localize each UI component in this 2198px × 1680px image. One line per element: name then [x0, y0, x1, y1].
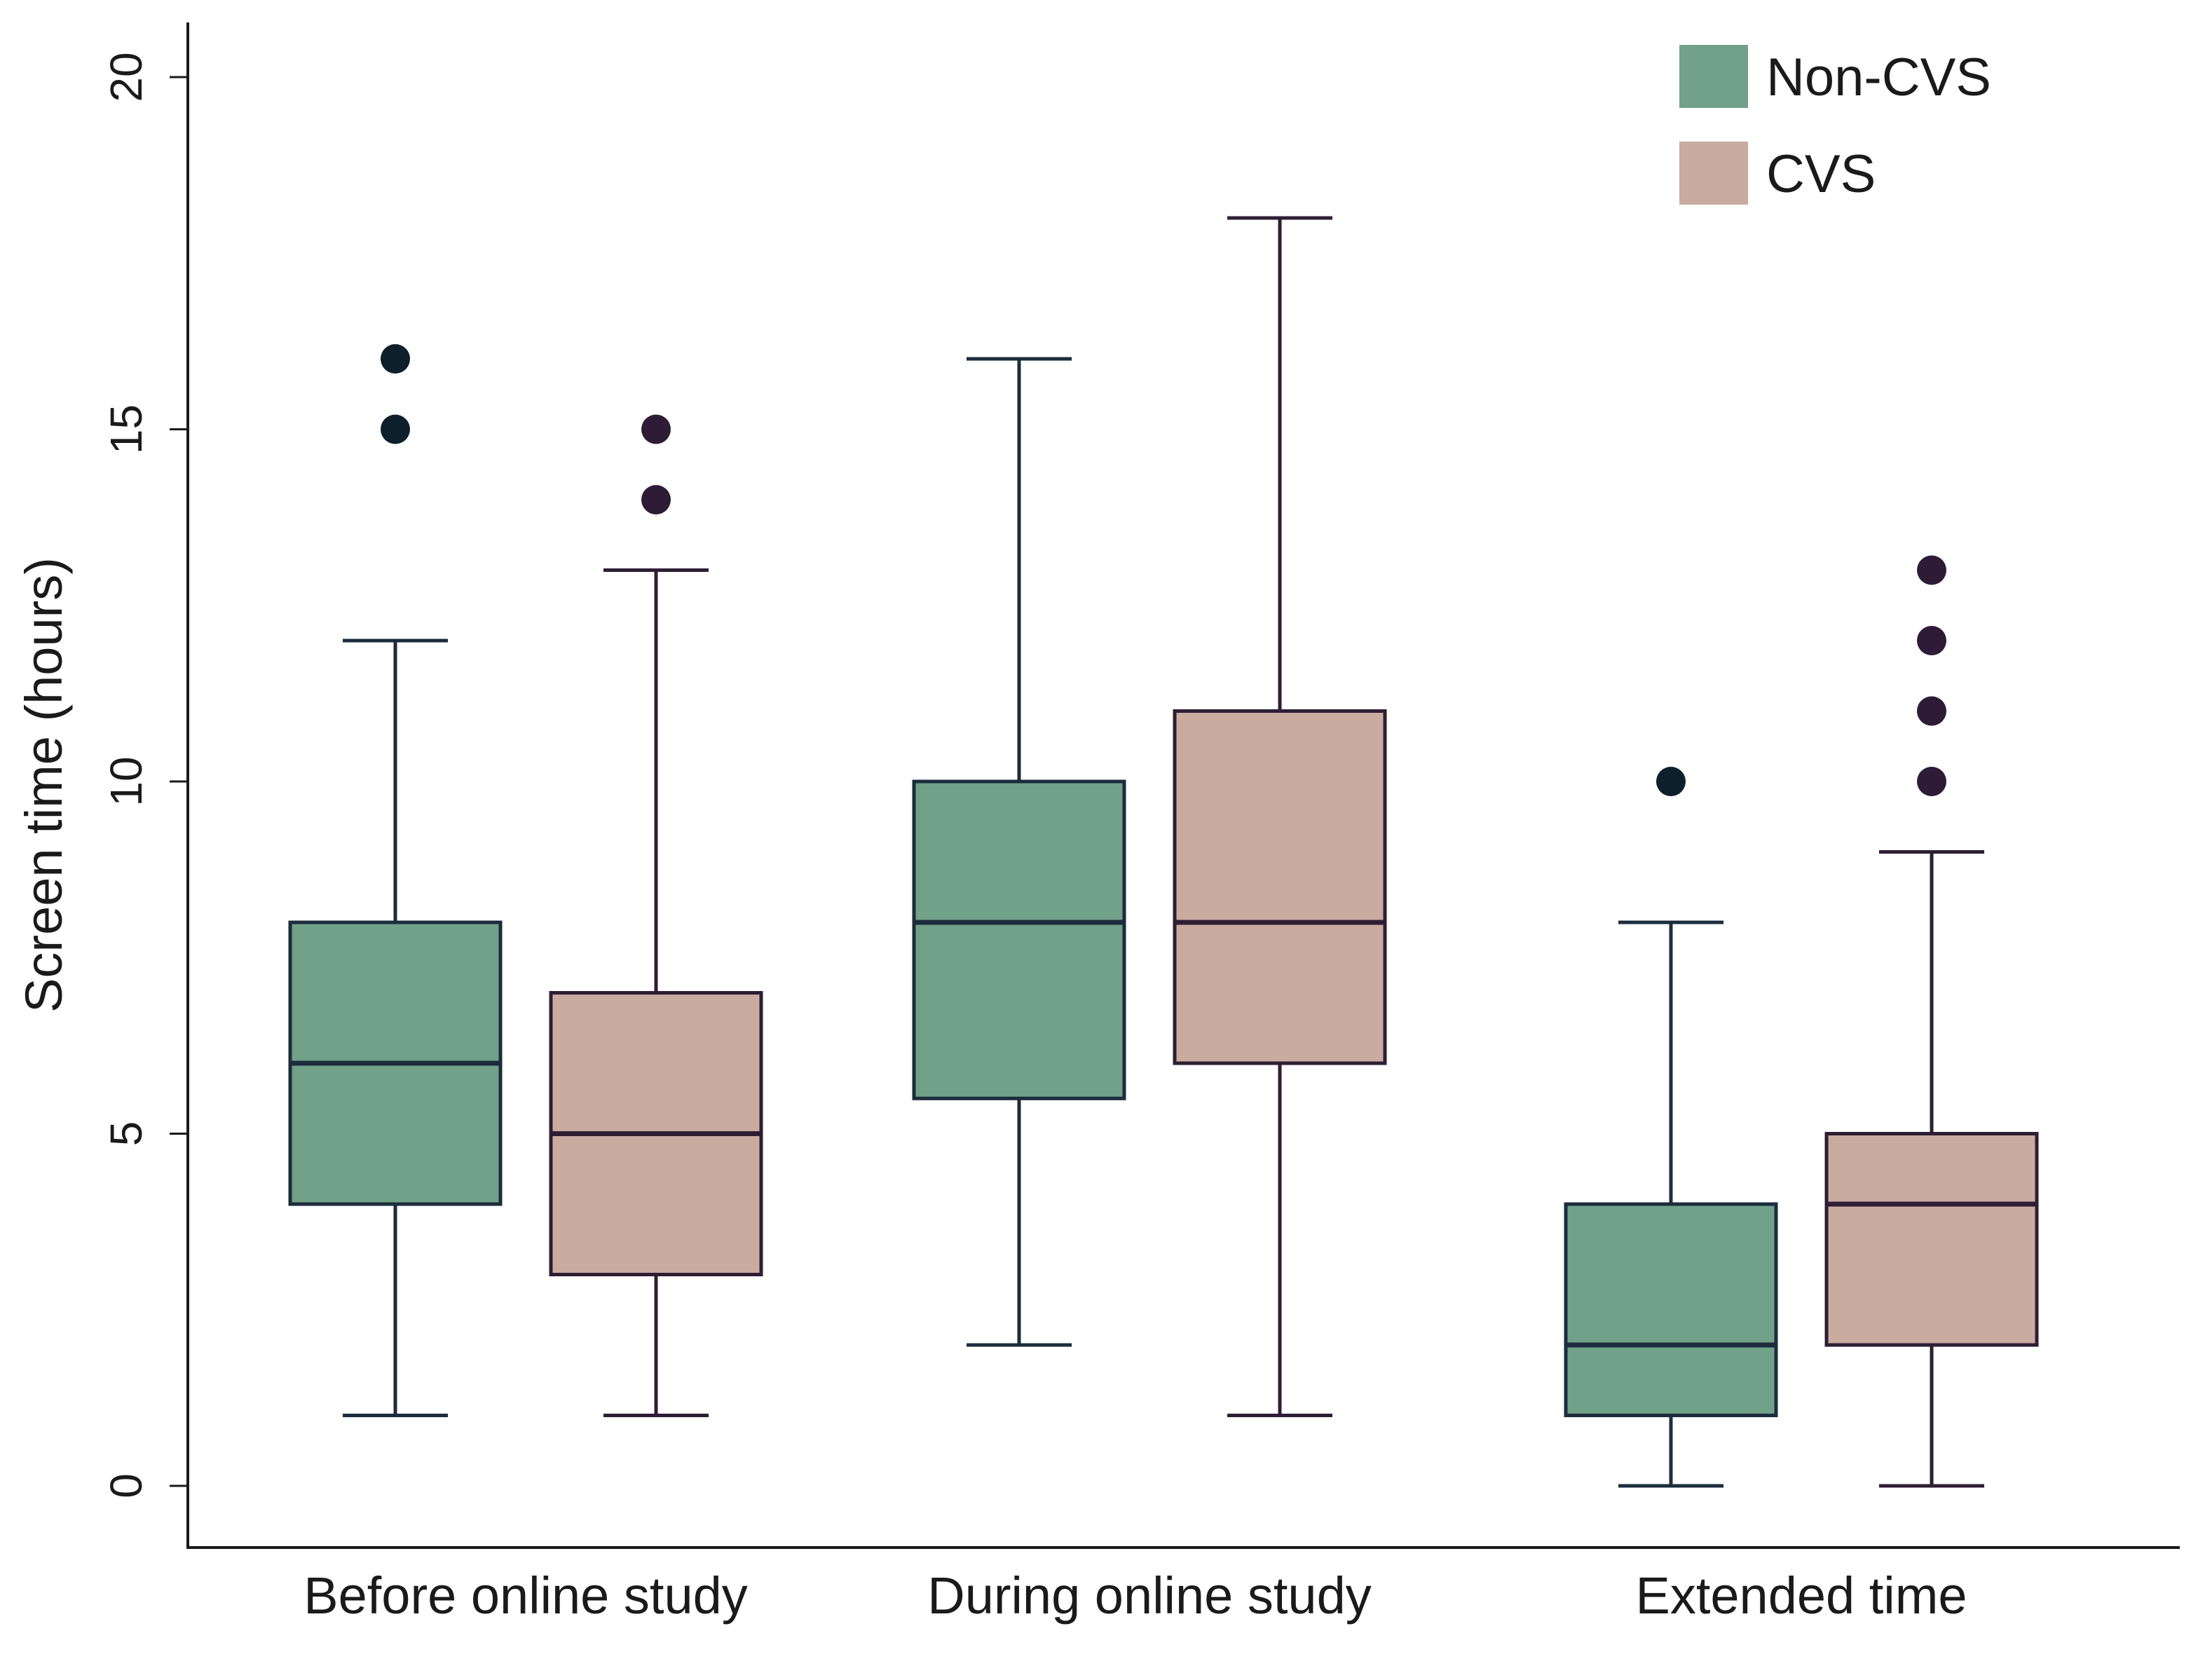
- axes: [186, 22, 2180, 1549]
- outlier-point: [1656, 767, 1686, 796]
- y-tick-label: 5: [101, 1121, 151, 1147]
- iqr-box: [1173, 709, 1387, 1065]
- outlier-point: [641, 414, 671, 444]
- outlier-point: [1917, 626, 1946, 655]
- y-tick-label: 15: [101, 404, 151, 454]
- x-tick-label: Extended time: [1635, 1566, 1967, 1625]
- box-series: [288, 216, 2039, 1488]
- outlier-point: [1917, 696, 1946, 726]
- y-ticks: 0 5 10 15 20: [101, 52, 188, 1498]
- iqr-box: [1564, 1202, 1778, 1417]
- x-tick-label: Before online study: [303, 1566, 748, 1625]
- y-tick-label: 10: [101, 756, 151, 806]
- box-non-cvs-3: [1564, 767, 1778, 1488]
- box-non-cvs-1: [288, 344, 503, 1417]
- y-axis-title: Screen time (hours): [15, 557, 73, 1013]
- iqr-box: [1824, 1132, 2039, 1347]
- y-tick-label: 0: [101, 1473, 151, 1498]
- legend-swatch-non-cvs: [1679, 45, 1748, 108]
- outlier-point: [641, 485, 671, 514]
- box-cvs-3: [1824, 555, 2039, 1488]
- outlier-point: [1917, 767, 1946, 796]
- x-tick-label: During online study: [927, 1566, 1371, 1625]
- box-cvs-2: [1173, 216, 1387, 1417]
- outlier-point: [381, 344, 410, 374]
- outlier-point: [381, 414, 410, 444]
- box-non-cvs-2: [912, 357, 1126, 1347]
- legend: Non-CVS CVS: [1679, 45, 1991, 205]
- iqr-box: [912, 779, 1126, 1100]
- legend-label: Non-CVS: [1766, 48, 1991, 107]
- box-cvs-1: [549, 414, 763, 1417]
- x-tick-labels: Before online study During online study Ex…: [303, 1566, 1967, 1625]
- legend-label: CVS: [1766, 144, 1876, 204]
- legend-swatch-cvs: [1679, 142, 1748, 205]
- y-tick-label: 20: [101, 52, 151, 102]
- outlier-point: [1917, 555, 1946, 585]
